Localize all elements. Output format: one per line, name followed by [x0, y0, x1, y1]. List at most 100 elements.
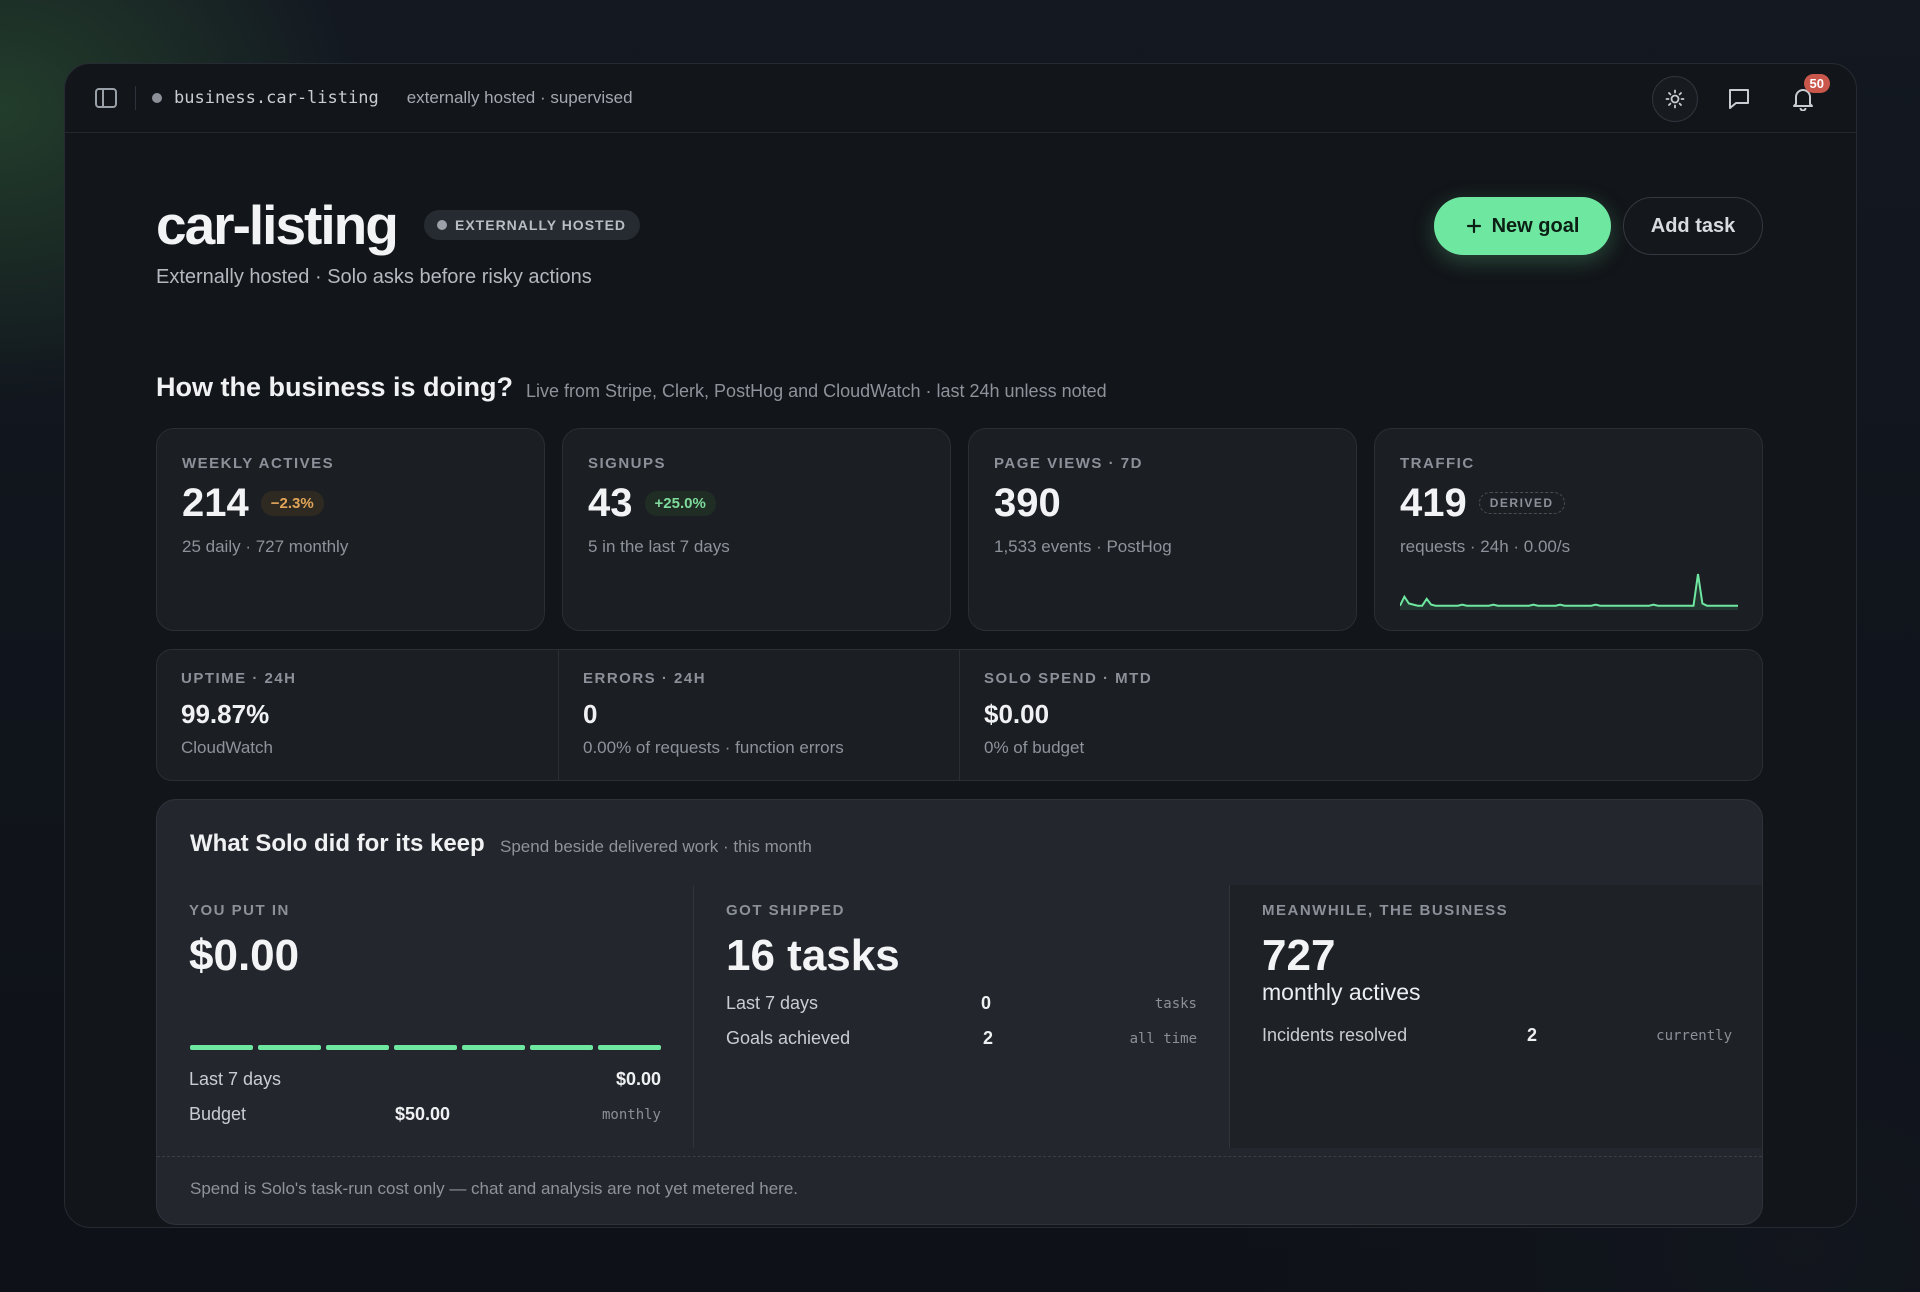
sparkline-line — [1400, 573, 1738, 607]
card-note: 1,533 events · PostHog — [994, 537, 1172, 556]
spend-value: $0.00 — [189, 931, 300, 980]
got-shipped-column: GOT SHIPPED 16 tasks Last 7 days 0 tasks… — [694, 885, 1230, 1148]
bell-icon — [1793, 89, 1813, 111]
hosting-meta: externally hosted · supervised — [406, 88, 633, 107]
chat-icon — [1729, 89, 1749, 109]
row-label: Goals achieved — [726, 1028, 851, 1048]
spend-bar — [462, 1045, 525, 1050]
stat-label: SOLO SPEND · MTD — [984, 670, 1153, 687]
column-label: GOT SHIPPED — [726, 902, 846, 919]
row-tail: currently — [1656, 1028, 1732, 1044]
topbar-divider — [135, 86, 136, 110]
spend-bar — [394, 1045, 457, 1050]
row-tail: monthly — [601, 1107, 661, 1123]
business-value: 727 — [1262, 931, 1336, 980]
plus-icon — [1466, 218, 1481, 234]
spend-bar — [190, 1045, 253, 1050]
row-label: Budget — [189, 1104, 247, 1124]
stat-note: CloudWatch — [181, 738, 273, 757]
card-note: 5 in the last 7 days — [588, 537, 730, 556]
row-value: 2 — [983, 1028, 994, 1048]
card-value: 419 — [1400, 480, 1467, 525]
row-label: Last 7 days — [189, 1069, 282, 1089]
stat-label: ERRORS · 24H — [583, 670, 707, 687]
row-label: Last 7 days — [726, 993, 819, 1013]
notifications-button[interactable]: 50 — [1780, 74, 1830, 122]
metric-card-traffic: TRAFFIC 419 DERIVED requests · 24h · 0.0… — [1374, 428, 1763, 631]
metric-card-page-views: PAGE VIEWS · 7D 390 1,533 events · PostH… — [968, 428, 1357, 631]
spend-bar — [258, 1045, 321, 1050]
row-value: $0.00 — [615, 1069, 661, 1089]
business-column: MEANWHILE, THE BUSINESS 727 monthly acti… — [1230, 885, 1762, 1148]
sparkline-area — [1400, 574, 1738, 610]
card-label: SIGNUPS — [588, 455, 667, 472]
row-value: $50.00 — [395, 1104, 451, 1124]
ops-stats-strip: UPTIME · 24H 99.87% CloudWatch ERRORS · … — [156, 649, 1763, 781]
stat-note: 0.00% of requests · function errors — [583, 738, 844, 757]
spend-bars — [190, 1045, 661, 1050]
status-dot — [152, 93, 162, 103]
derived-tag: DERIVED — [1478, 492, 1565, 514]
business-value-caption: monthly actives — [1262, 979, 1421, 1005]
metric-card-signups: SIGNUPS 43 +25.0% 5 in the last 7 days — [562, 428, 951, 631]
row-incidents-resolved: Incidents resolved 2 currently — [1262, 1025, 1732, 1049]
sun-icon — [1665, 89, 1685, 109]
stat-errors: ERRORS · 24H 0 0.00% of requests · funct… — [559, 650, 960, 780]
theme-toggle-button[interactable] — [1652, 76, 1698, 122]
row-last-7-days: Last 7 days $0.00 — [189, 1069, 661, 1093]
row-tail: tasks — [1154, 996, 1197, 1012]
row-goals-achieved: Goals achieved 2 all time — [726, 1028, 1197, 1052]
delta-badge: −2.3% — [260, 490, 324, 516]
notification-count-badge: 50 — [1803, 74, 1830, 93]
you-put-in-column: YOU PUT IN $0.00 Last 7 days $0.00 Budge… — [157, 885, 694, 1148]
card-note: 25 daily · 727 monthly — [182, 537, 349, 556]
column-label: MEANWHILE, THE BUSINESS — [1262, 902, 1509, 919]
card-value: 214 — [182, 480, 249, 525]
metric-card-weekly-actives: WEEKLY ACTIVES 214 −2.3% 25 daily · 727 … — [156, 428, 545, 631]
spend-bar — [598, 1045, 661, 1050]
new-goal-label: New goal — [1491, 214, 1580, 237]
row-label: Incidents resolved — [1262, 1025, 1408, 1045]
column-label: YOU PUT IN — [189, 902, 290, 919]
row-last-7-days: Last 7 days 0 tasks — [726, 993, 1197, 1017]
card-label: TRAFFIC — [1400, 455, 1475, 472]
row-value: 0 — [981, 993, 992, 1013]
card-value: 43 — [588, 480, 633, 525]
traffic-sparkline — [1400, 573, 1738, 610]
sidebar-toggle-icon[interactable] — [95, 88, 117, 108]
hosting-dot — [437, 220, 447, 230]
stat-value: 0 — [583, 699, 598, 729]
keep-subtitle: Spend beside delivered work · this month — [500, 837, 812, 856]
row-tail: all time — [1129, 1031, 1197, 1047]
stat-label: UPTIME · 24H — [181, 670, 297, 687]
keep-footnote: Spend is Solo's task-run cost only — cha… — [157, 1156, 1762, 1224]
section-title: How the business is doing? — [156, 372, 514, 402]
chat-button[interactable] — [1716, 76, 1762, 122]
keep-title: What Solo did for its keep — [190, 830, 485, 857]
hosting-badge-label: EXTERNALLY HOSTED — [455, 217, 627, 233]
page-title: car-listing — [156, 194, 399, 256]
shipped-value: 16 tasks — [726, 931, 900, 980]
business-slug: business.car-listing — [174, 88, 379, 108]
add-task-button[interactable]: Add task — [1623, 197, 1763, 255]
hosting-badge: EXTERNALLY HOSTED — [424, 210, 641, 240]
stat-note: 0% of budget — [984, 738, 1085, 757]
stat-value: $0.00 — [984, 699, 1050, 729]
card-value: 390 — [994, 480, 1061, 525]
row-value: 2 — [1527, 1025, 1538, 1045]
card-label: WEEKLY ACTIVES — [182, 455, 335, 472]
spend-bar — [326, 1045, 389, 1050]
top-bar: business.car-listing externally hosted ·… — [65, 64, 1856, 133]
card-note: requests · 24h · 0.00/s — [1400, 537, 1571, 556]
stat-value: 99.87% — [181, 699, 270, 729]
section-subtitle: Live from Stripe, Clerk, PostHog and Clo… — [526, 381, 1107, 401]
stat-solo-spend: SOLO SPEND · MTD $0.00 0% of budget — [960, 650, 1762, 780]
stat-uptime: UPTIME · 24H 99.87% CloudWatch — [157, 650, 559, 780]
spend-bar — [530, 1045, 593, 1050]
page-subtitle: Externally hosted · Solo asks before ris… — [156, 266, 592, 288]
new-goal-button[interactable]: New goal — [1434, 197, 1611, 255]
keep-panel: What Solo did for its keep Spend beside … — [156, 799, 1763, 1225]
delta-badge: +25.0% — [644, 490, 716, 516]
card-label: PAGE VIEWS · 7D — [994, 455, 1143, 472]
row-budget: Budget $50.00 monthly — [189, 1104, 661, 1128]
